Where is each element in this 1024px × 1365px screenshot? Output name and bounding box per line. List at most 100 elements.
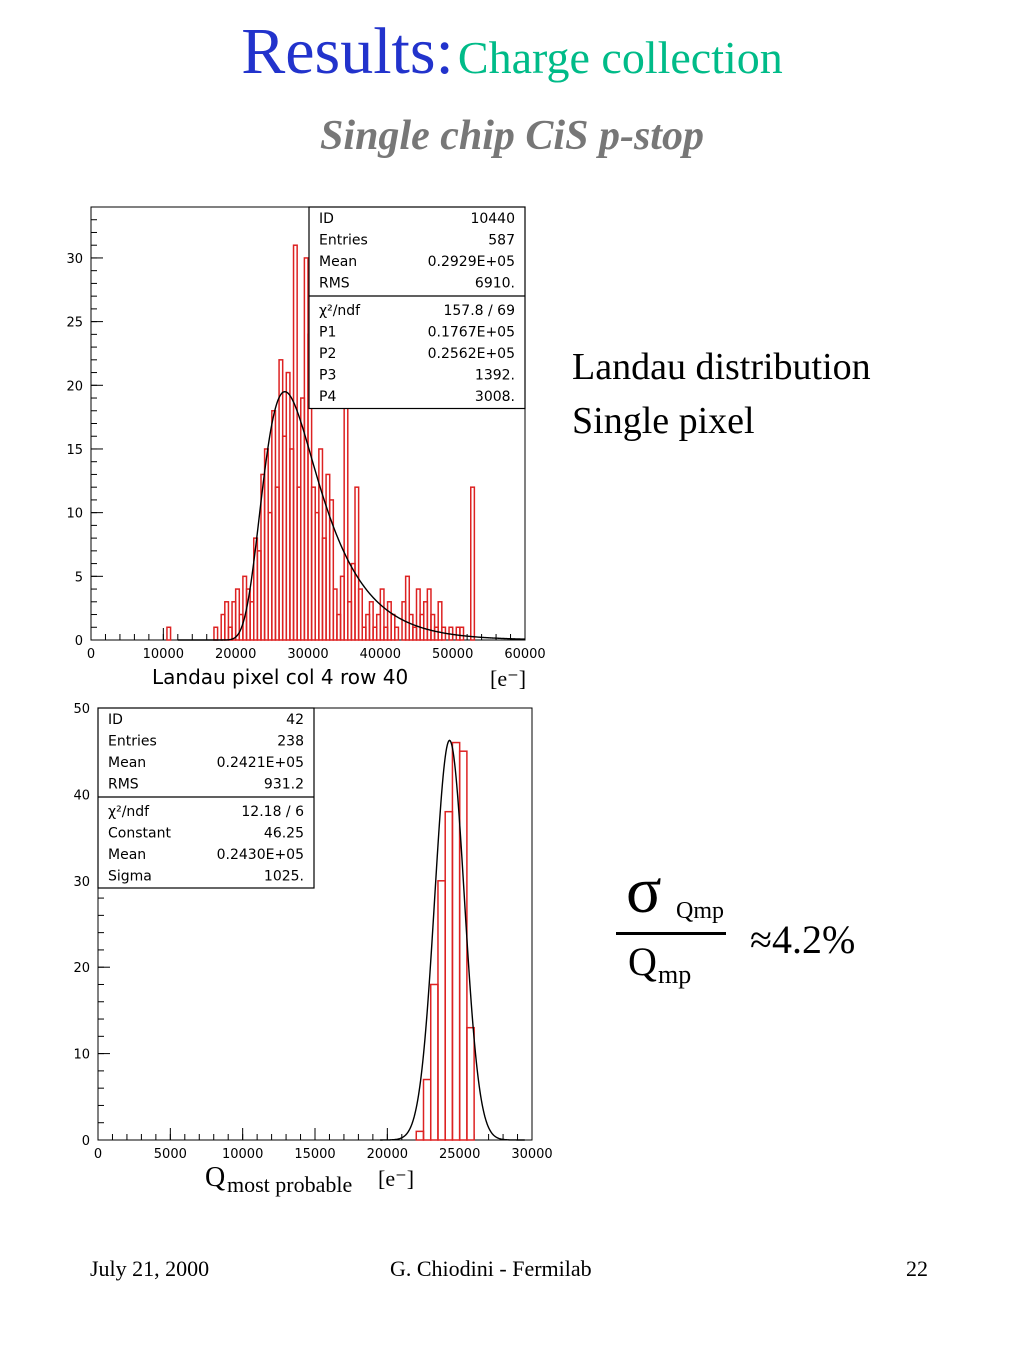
x-tick-label: 40000: [360, 647, 401, 662]
y-tick-label: 15: [66, 443, 83, 458]
stat-label: Mean: [108, 847, 146, 863]
y-tick-label: 0: [75, 634, 83, 649]
formula-sigma-sub: Qmp: [676, 898, 724, 924]
landau-histogram: 0 5 10 15 20 25 30 0 10000 20000 30000 40000 50000 60…: [66, 206, 546, 691]
histogram-bin: [444, 810, 454, 1141]
title-sub: Charge collection: [457, 32, 783, 83]
x-tick-label: 10000: [143, 647, 184, 662]
stat-value: 0.1767E+05: [428, 325, 515, 341]
y-tick-label: 20: [73, 961, 90, 976]
stat-value: 10440: [470, 211, 515, 227]
stat-label: ID: [108, 712, 123, 728]
histogram-bin: [292, 244, 298, 641]
stat-value: 0.2421E+05: [217, 755, 304, 771]
y-tick-label: 30: [73, 875, 90, 890]
x-tick-label: 20000: [367, 1147, 408, 1162]
qmp-histogram: 0 10 20 30 40 50 0 5000 10000 15000 20000 25000 3000…: [73, 702, 552, 1197]
fit-curve: [380, 739, 525, 1141]
x-tick-label: 30000: [511, 1147, 552, 1162]
stat-label: Entries: [108, 734, 157, 750]
stat-label: Mean: [108, 755, 146, 771]
x-tick-label: 30000: [287, 647, 328, 662]
histogram-bin: [354, 486, 360, 641]
stat-value: 6910.: [475, 276, 515, 292]
formula-approx-value: ≈4.2%: [750, 917, 856, 962]
formula-sigma: σ: [626, 854, 662, 927]
stat-value: 1392.: [475, 368, 515, 384]
stat-label: P4: [319, 389, 336, 405]
x-tick-label: 60000: [504, 647, 545, 662]
x-axis-unit: [e⁻]: [490, 666, 526, 691]
resolution-formula: σ Qmp Q mp ≈4.2%: [610, 858, 880, 998]
stat-value: 0.2430E+05: [217, 847, 304, 863]
stat-value: 42: [286, 712, 304, 728]
stat-label: Mean: [319, 254, 357, 270]
x-tick-label: 5000: [154, 1147, 187, 1162]
histogram-bin: [470, 486, 476, 641]
stat-label: P2: [319, 346, 336, 362]
footer-author: G. Chiodini - Fermilab: [390, 1256, 592, 1281]
histogram-bins: [415, 741, 475, 1141]
stat-label: P3: [319, 368, 336, 384]
y-tick-label: 0: [82, 1134, 90, 1149]
x-axis-label: Q: [205, 1162, 225, 1193]
x-tick-label: 10000: [222, 1147, 263, 1162]
y-tick-label: 10: [66, 507, 83, 522]
histogram-bin: [394, 626, 400, 641]
histogram-bin: [368, 601, 374, 641]
x-axis-unit: [e⁻]: [378, 1166, 414, 1191]
y-tick-label: 30: [66, 252, 83, 267]
y-tick-label: 5: [75, 570, 83, 585]
histogram-bin: [166, 626, 172, 641]
stat-label: χ²/ndf: [108, 804, 150, 820]
stat-value: 587: [488, 233, 515, 249]
stat-value: 12.18 / 6: [241, 804, 304, 820]
x-axis-label: Landau pixel col 4 row 40: [152, 665, 408, 689]
histogram-bin: [437, 601, 443, 641]
footer-date: July 21, 2000: [90, 1256, 210, 1281]
histogram-bin: [357, 588, 363, 641]
stat-label: RMS: [108, 777, 139, 793]
histogram-bin: [437, 880, 446, 1141]
histogram-bin: [213, 626, 219, 641]
note-line-1: Landau distribution: [572, 346, 871, 388]
formula-q-sub: mp: [658, 960, 692, 989]
histogram-bin: [404, 575, 411, 641]
stat-label: ID: [319, 211, 334, 227]
x-tick-label: 25000: [439, 1147, 480, 1162]
stats-box: [97, 707, 315, 889]
slide-subtitle: Single chip CiS p-stop: [320, 113, 704, 159]
stats-box: [308, 206, 526, 410]
histogram-bin: [429, 983, 439, 1141]
histogram-bin: [422, 1078, 432, 1141]
stat-value: 3008.: [475, 389, 515, 405]
stat-value: 238: [277, 734, 304, 750]
stat-label: RMS: [319, 276, 350, 292]
y-tick-label: 40: [73, 788, 90, 803]
histogram-bin: [458, 750, 468, 1141]
x-axis-label-sub: most probable: [227, 1172, 352, 1197]
y-tick-label: 10: [73, 1048, 90, 1063]
x-tick-label: 50000: [432, 647, 473, 662]
histogram-bins: [166, 244, 476, 641]
formula-q: Q: [628, 939, 657, 984]
stat-label: P1: [319, 325, 336, 341]
x-tick-label: 0: [94, 1147, 102, 1162]
note-line-2: Single pixel: [572, 400, 755, 442]
histogram-bin: [415, 1130, 425, 1141]
stat-value: 1025.: [264, 869, 304, 885]
stat-label: Entries: [319, 233, 368, 249]
x-tick-label: 0: [87, 647, 95, 662]
stat-value: 46.25: [264, 826, 304, 842]
stat-value: 0.2562E+05: [428, 346, 515, 362]
stat-value: 931.2: [264, 777, 304, 793]
title-main: Results:: [241, 15, 454, 88]
x-tick-label: 15000: [294, 1147, 335, 1162]
histogram-bin: [466, 1026, 475, 1141]
stat-label: Sigma: [108, 869, 152, 885]
histogram-bin: [379, 588, 385, 641]
stat-label: χ²/ndf: [319, 303, 361, 319]
fit-curve: [177, 390, 526, 641]
fraction-bar: [616, 932, 726, 935]
y-tick-label: 20: [66, 379, 83, 394]
